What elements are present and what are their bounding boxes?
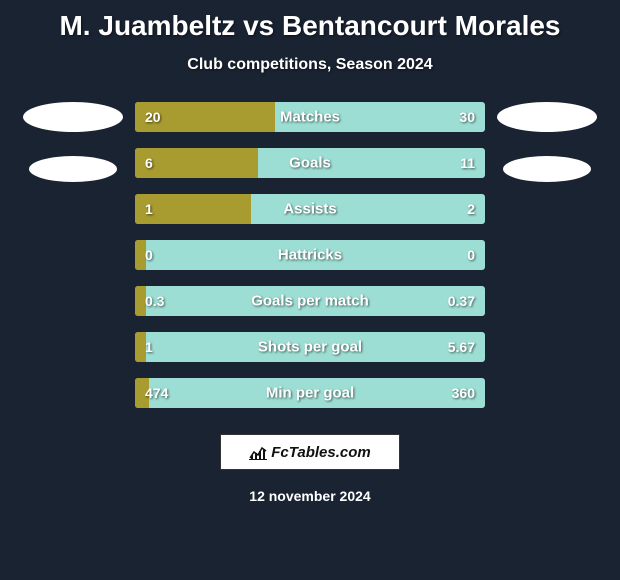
stat-value-left: 1 (145, 201, 153, 217)
stat-label: Goals (289, 155, 331, 172)
chart-icon (249, 444, 267, 460)
stat-row: 0 Hattricks 0 (135, 240, 485, 270)
stat-value-right: 11 (460, 155, 475, 171)
stat-row: 1 Shots per goal 5.67 (135, 332, 485, 362)
player-badge-right-2 (503, 156, 591, 182)
stat-label: Shots per goal (258, 339, 362, 356)
stat-row: 1 Assists 2 (135, 194, 485, 224)
player-badge-right-1 (497, 102, 597, 132)
stat-value-right: 30 (459, 109, 475, 125)
stat-value-left: 20 (145, 109, 161, 125)
stat-value-right: 0 (467, 247, 475, 263)
stats-area: 20Matches306Goals111Assists20Hattricks00… (0, 102, 620, 408)
stat-value-right: 360 (452, 385, 475, 401)
player-badge-left-1 (23, 102, 123, 132)
stat-value-left: 1 (145, 339, 153, 355)
brand-box[interactable]: FcTables.com (220, 434, 400, 470)
subtitle: Club competitions, Season 2024 (0, 56, 620, 74)
stat-value-left: 0.3 (145, 293, 164, 309)
stat-value-left: 6 (145, 155, 153, 171)
stat-row: 0.3 Goals per match 0.37 (135, 286, 485, 316)
stat-fill (135, 332, 146, 362)
stat-value-right: 0.37 (448, 293, 475, 309)
stat-value-left: 0 (145, 247, 153, 263)
stat-value-left: 474 (145, 385, 168, 401)
stat-label: Assists (283, 201, 336, 218)
comparison-infographic: M. Juambeltz vs Bentancourt Morales Club… (0, 0, 620, 580)
stat-row: 20 Matches 30 (135, 102, 485, 132)
stat-row: 6 Goals 11 (135, 148, 485, 178)
stat-label: Matches (280, 109, 340, 126)
left-badge-column (23, 102, 123, 182)
stat-label: Hattricks (278, 247, 342, 264)
date-label: 12 november 2024 (0, 488, 620, 504)
player-badge-left-2 (29, 156, 117, 182)
stat-label: Goals per match (251, 293, 369, 310)
stat-fill (135, 240, 146, 270)
page-title: M. Juambeltz vs Bentancourt Morales (0, 0, 620, 42)
stat-fill (135, 148, 258, 178)
stat-fill (135, 286, 146, 316)
brand-text: FcTables.com (271, 444, 370, 461)
stat-bars: 20Matches306Goals111Assists20Hattricks00… (135, 102, 485, 408)
stat-label: Min per goal (266, 385, 354, 402)
right-badge-column (497, 102, 597, 182)
stat-value-right: 2 (467, 201, 475, 217)
stat-row: 474 Min per goal 360 (135, 378, 485, 408)
stat-value-right: 5.67 (448, 339, 475, 355)
